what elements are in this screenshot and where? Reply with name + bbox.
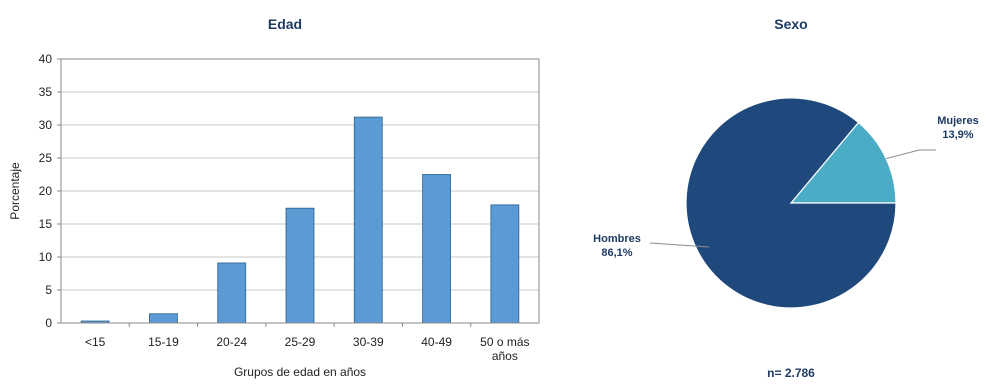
y-tick-label: 35 xyxy=(39,85,53,99)
pie-label-hombres: Hombres xyxy=(593,233,641,245)
y-tick-label: 25 xyxy=(39,151,53,165)
y-tick-label: 15 xyxy=(39,217,53,231)
y-tick-label: 5 xyxy=(45,283,52,297)
bar xyxy=(422,174,451,324)
pie-value-hombres: 86,1% xyxy=(601,247,632,259)
sex-pie-chart: Sexo Mujeres 13,9% Hombres 86,1% n= 2.786 xyxy=(593,16,979,380)
y-tick-label: 20 xyxy=(39,184,53,198)
y-tick-label: 40 xyxy=(39,52,53,66)
age-bar-chart: Edad 0 5 10 15 20 25 30 35 40 <15 15-19 20-24 25-29… xyxy=(8,16,540,379)
bar xyxy=(490,204,520,324)
y-tick-label: 10 xyxy=(39,250,53,264)
x-tick-label: <15 xyxy=(85,335,106,349)
leader-line-mujeres xyxy=(886,149,936,160)
x-tick-label: 15-19 xyxy=(148,335,179,349)
bar-chart-bars xyxy=(80,116,520,324)
bar-chart-y-axis-label: Porcentaje xyxy=(8,162,22,220)
bar xyxy=(285,207,315,324)
bar-chart-x-axis-label: Grupos de edad en años xyxy=(234,365,366,379)
bar-chart-title: Edad xyxy=(268,16,302,32)
y-tick-label: 0 xyxy=(45,316,52,330)
pie-chart-slices xyxy=(685,97,897,309)
pie-chart-title: Sexo xyxy=(774,16,807,32)
x-tick-label: 25-29 xyxy=(285,335,316,349)
pie-slice-mujeres xyxy=(789,121,897,204)
pie-value-mujeres: 13,9% xyxy=(942,129,973,141)
bar xyxy=(353,116,383,324)
bar xyxy=(217,262,247,324)
x-tick-label: 40-49 xyxy=(421,335,452,349)
pie-slice-hombres xyxy=(685,97,897,309)
bar xyxy=(149,313,178,324)
x-tick-label: años xyxy=(492,349,518,363)
bar-chart-y-ticks: 0 5 10 15 20 25 30 35 40 xyxy=(39,52,53,330)
pie-chart-labels: Mujeres 13,9% Hombres 86,1% xyxy=(593,115,979,259)
leader-line-hombres xyxy=(649,242,710,248)
bar-chart-axes xyxy=(57,58,540,327)
x-tick-label: 50 o más xyxy=(480,335,529,349)
pie-label-mujeres: Mujeres xyxy=(937,115,979,127)
x-tick-label: 30-39 xyxy=(353,335,384,349)
x-tick-label: 20-24 xyxy=(216,335,247,349)
y-tick-label: 30 xyxy=(39,118,53,132)
sample-size-note: n= 2.786 xyxy=(767,366,815,380)
